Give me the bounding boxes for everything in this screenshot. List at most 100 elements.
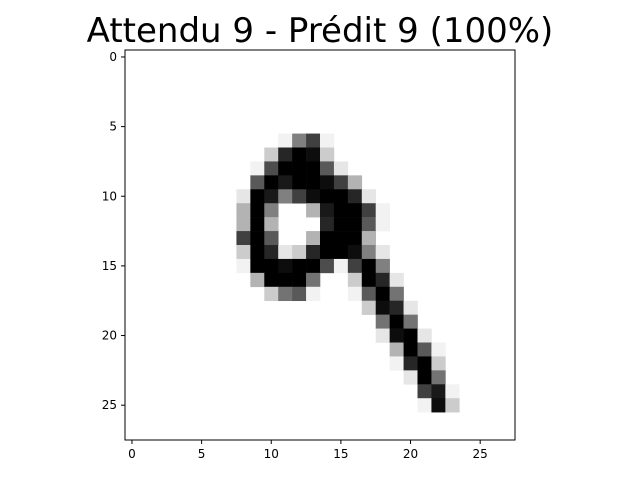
y-tick-label: 0 — [109, 50, 117, 64]
pixel-23-22 — [431, 370, 446, 385]
pixel-16-10 — [264, 272, 279, 288]
pixel-7-14 — [320, 147, 335, 162]
pixel-7-10 — [264, 147, 279, 162]
pixel-10-10 — [264, 189, 279, 204]
y-tick-label: 10 — [102, 189, 117, 203]
pixel-11-8 — [236, 203, 251, 218]
x-tick-label: 25 — [473, 447, 488, 461]
pixel-17-10 — [264, 286, 279, 302]
pixel-12-10 — [264, 217, 279, 232]
y-tick-label: 25 — [102, 398, 117, 412]
pixel-18-19 — [389, 300, 404, 315]
pixel-13-13 — [306, 231, 321, 246]
pixel-14-11 — [278, 245, 293, 260]
pixel-16-9 — [250, 272, 265, 288]
pixel-14-17 — [361, 245, 377, 260]
pixel-20-21 — [417, 328, 432, 343]
pixel-9-13 — [306, 175, 321, 190]
pixel-15-8 — [236, 258, 251, 274]
pixel-15-17 — [361, 258, 377, 274]
pixel-8-13 — [306, 161, 321, 176]
chart-title: Attendu 9 - Prédit 9 (100%) — [87, 11, 554, 51]
pixel-19-18 — [375, 314, 390, 329]
pixel-12-18 — [375, 217, 390, 232]
pixel-14-8 — [236, 245, 251, 260]
pixel-11-17 — [361, 203, 377, 218]
pixel-25-21 — [417, 398, 432, 413]
pixel-23-20 — [403, 370, 418, 385]
y-tick-label: 5 — [109, 120, 117, 134]
pixel-10-12 — [292, 189, 307, 204]
pixel-8-15 — [333, 161, 349, 176]
pixel-6-13 — [306, 133, 321, 148]
pixel-12-9 — [250, 217, 265, 232]
pixel-13-15 — [333, 231, 349, 246]
pixel-6-11 — [278, 133, 293, 148]
pixel-7-12 — [292, 147, 307, 162]
pixel-14-16 — [347, 245, 363, 260]
pixel-16-16 — [347, 272, 363, 288]
pixel-23-21 — [417, 370, 432, 385]
pixel-12-17 — [361, 217, 377, 232]
pixel-10-9 — [250, 189, 265, 204]
pixel-24-21 — [417, 384, 432, 399]
pixel-17-18 — [375, 286, 390, 302]
pixel-16-18 — [375, 272, 390, 288]
image-pixels — [236, 133, 460, 413]
pixel-18-18 — [375, 300, 390, 315]
pixel-14-15 — [333, 245, 349, 260]
pixel-11-18 — [375, 203, 390, 218]
pixel-15-9 — [250, 258, 265, 274]
pixel-16-19 — [389, 272, 404, 288]
pixel-10-11 — [278, 189, 293, 204]
pixel-11-14 — [320, 203, 335, 218]
pixel-13-16 — [347, 231, 363, 246]
pixel-17-17 — [361, 286, 377, 302]
pixel-9-16 — [347, 175, 363, 190]
pixel-13-10 — [264, 231, 279, 246]
pixel-17-11 — [278, 286, 293, 302]
pixel-12-14 — [320, 217, 335, 232]
pixel-10-17 — [361, 189, 377, 204]
pixel-15-15 — [333, 258, 349, 274]
pixel-25-22 — [431, 398, 446, 413]
pixel-10-16 — [347, 189, 363, 204]
pixel-14-12 — [292, 245, 307, 260]
pixel-16-12 — [292, 272, 307, 288]
pixel-15-10 — [264, 258, 279, 274]
pixel-9-14 — [320, 175, 335, 190]
x-tick-label: 0 — [128, 447, 136, 461]
pixel-24-23 — [445, 384, 460, 399]
pixel-17-13 — [306, 286, 321, 302]
pixel-11-15 — [333, 203, 349, 218]
pixel-19-20 — [403, 314, 418, 329]
pixel-20-18 — [375, 328, 390, 343]
pixel-14-18 — [375, 245, 390, 260]
pixel-9-10 — [264, 175, 279, 190]
pixel-11-10 — [264, 203, 279, 218]
pixel-15-16 — [347, 258, 363, 274]
pixel-21-20 — [403, 342, 418, 357]
pixel-6-12 — [292, 133, 307, 148]
pixel-25-23 — [445, 398, 460, 413]
pixel-11-13 — [306, 203, 321, 218]
pixel-15-11 — [278, 258, 293, 274]
plot-frame — [124, 49, 516, 441]
pixel-24-22 — [431, 384, 446, 399]
pixel-13-14 — [320, 231, 335, 246]
pixel-17-16 — [347, 286, 363, 302]
pixel-9-9 — [250, 175, 265, 190]
pixel-7-13 — [306, 147, 321, 162]
y-axis: 0 5 10 15 20 25 — [102, 50, 125, 412]
pixel-16-13 — [306, 272, 321, 288]
pixel-14-9 — [250, 245, 265, 260]
pixel-8-10 — [264, 161, 279, 176]
pixel-10-15 — [333, 189, 349, 204]
pixel-21-22 — [431, 342, 446, 357]
pixel-21-21 — [417, 342, 432, 357]
pixel-15-18 — [375, 258, 390, 274]
y-tick-label: 15 — [102, 259, 117, 273]
pixel-6-14 — [320, 133, 335, 148]
pixel-18-17 — [361, 300, 377, 315]
